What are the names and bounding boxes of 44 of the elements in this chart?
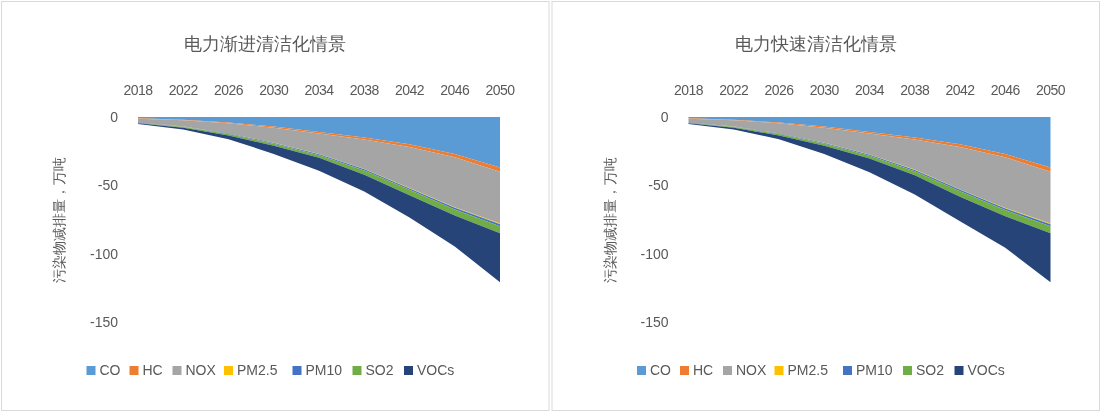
x-tick-label: 2022: [168, 82, 199, 98]
x-tick-label: 2046: [440, 82, 471, 98]
x-tick-label: 2046: [990, 82, 1021, 98]
x-tick-label: 2050: [485, 82, 516, 98]
y-tick-label: -50: [97, 177, 119, 194]
y-tick-label: 0: [660, 109, 669, 125]
legend-label: NOX: [185, 362, 217, 378]
chart-title: 电力渐进清洁化情景: [184, 34, 347, 54]
x-tick-label: 2026: [213, 82, 244, 98]
y-tick-label: -150: [640, 314, 669, 330]
x-tick-label: 2050: [1035, 82, 1066, 98]
legend-label: SO2: [365, 362, 394, 378]
y-tick-label: -150: [89, 314, 119, 330]
y-tick-label: -50: [648, 177, 669, 194]
legend-label: HC: [693, 362, 714, 378]
legend-label: VOCs: [417, 362, 455, 378]
y-axis-title: 污染物减排量，万吨: [51, 156, 67, 283]
legend-label: CO: [99, 362, 121, 378]
legend-label: PM10: [856, 362, 893, 378]
legend-label: VOCs: [967, 362, 1005, 378]
x-tick-label: 2042: [945, 82, 976, 98]
x-tick-label: 2022: [719, 82, 750, 98]
legend-label: CO: [650, 362, 672, 378]
x-tick-label: 2018: [123, 82, 154, 98]
x-tick-label: 2030: [809, 82, 840, 98]
y-tick-label: -100: [640, 245, 669, 262]
legend-label: HC: [142, 362, 163, 378]
legend-label: NOX: [736, 362, 767, 378]
x-tick-label: 2038: [900, 82, 931, 98]
x-tick-label: 2026: [764, 82, 795, 98]
y-tick-label: -100: [89, 245, 119, 262]
x-tick-label: 2034: [304, 82, 335, 98]
x-tick-label: 2042: [394, 82, 425, 98]
x-tick-label: 2034: [854, 82, 885, 98]
x-tick-label: 2018: [673, 82, 704, 98]
legend-label: PM2.5: [787, 362, 829, 378]
legend-label: PM2.5: [237, 362, 278, 378]
y-tick-label: 0: [110, 109, 119, 125]
y-axis-title: 污染物减排量，万吨: [601, 156, 618, 283]
x-tick-label: 2030: [259, 82, 290, 98]
chart-title: 电力快速清洁化情景: [734, 34, 897, 54]
legend-label: SO2: [916, 362, 945, 378]
legend-label: PM10: [305, 362, 343, 378]
x-tick-label: 2038: [349, 82, 380, 98]
